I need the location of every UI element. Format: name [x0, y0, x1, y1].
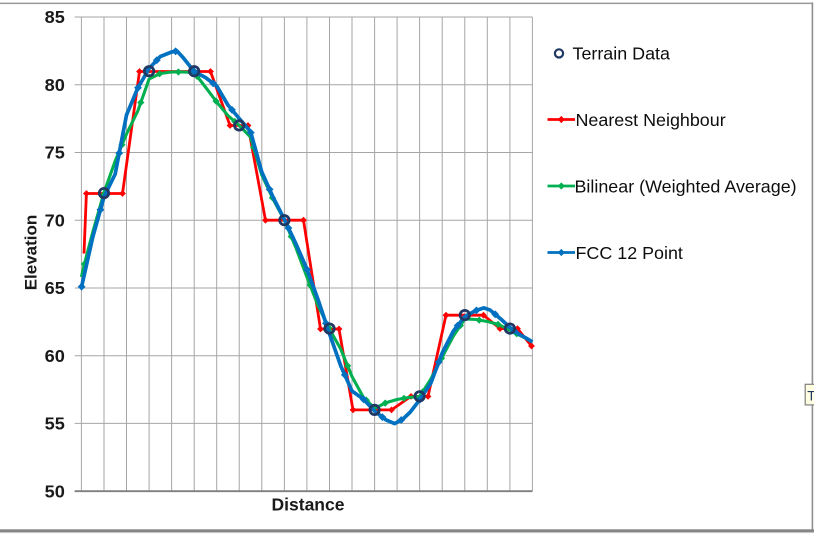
svg-text:55: 55	[45, 414, 65, 434]
svg-text:65: 65	[45, 278, 65, 298]
svg-text:Elevation: Elevation	[22, 215, 41, 291]
svg-text:Nearest Neighbour: Nearest Neighbour	[576, 110, 726, 130]
svg-text:T: T	[807, 389, 814, 404]
svg-text:75: 75	[45, 143, 65, 163]
svg-text:Bilinear (Weighted Average): Bilinear (Weighted Average)	[575, 176, 797, 196]
svg-text:60: 60	[45, 346, 65, 366]
svg-text:Terrain Data: Terrain Data	[573, 44, 670, 64]
svg-text:Distance: Distance	[272, 495, 345, 515]
svg-text:80: 80	[45, 75, 65, 95]
svg-text:50: 50	[45, 481, 65, 501]
svg-text:85: 85	[45, 7, 65, 27]
svg-text:70: 70	[45, 210, 65, 230]
svg-text:FCC 12 Point: FCC 12 Point	[576, 243, 683, 263]
